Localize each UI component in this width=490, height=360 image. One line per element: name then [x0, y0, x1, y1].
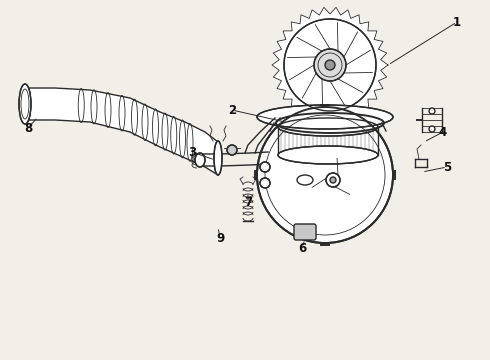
Circle shape [429, 126, 435, 132]
Circle shape [330, 177, 336, 183]
Text: 7: 7 [244, 195, 252, 208]
Circle shape [325, 60, 335, 70]
Circle shape [260, 178, 270, 188]
Text: 1: 1 [453, 15, 461, 28]
Text: 8: 8 [24, 122, 32, 135]
Ellipse shape [214, 141, 222, 175]
Polygon shape [272, 7, 388, 123]
Circle shape [227, 145, 237, 155]
Circle shape [314, 49, 346, 81]
Text: 9: 9 [216, 231, 224, 244]
Text: 6: 6 [298, 242, 306, 255]
Text: 3: 3 [188, 145, 196, 158]
FancyBboxPatch shape [294, 224, 316, 240]
Circle shape [260, 162, 270, 172]
Ellipse shape [19, 84, 31, 124]
Ellipse shape [195, 153, 205, 167]
Text: 4: 4 [439, 126, 447, 139]
Text: 2: 2 [228, 104, 236, 117]
Ellipse shape [257, 105, 393, 129]
Text: 5: 5 [443, 161, 451, 174]
Circle shape [429, 108, 435, 114]
Circle shape [326, 173, 340, 187]
Ellipse shape [278, 146, 378, 164]
Circle shape [257, 107, 393, 243]
Circle shape [284, 19, 376, 111]
Ellipse shape [278, 118, 378, 136]
Polygon shape [25, 88, 218, 175]
